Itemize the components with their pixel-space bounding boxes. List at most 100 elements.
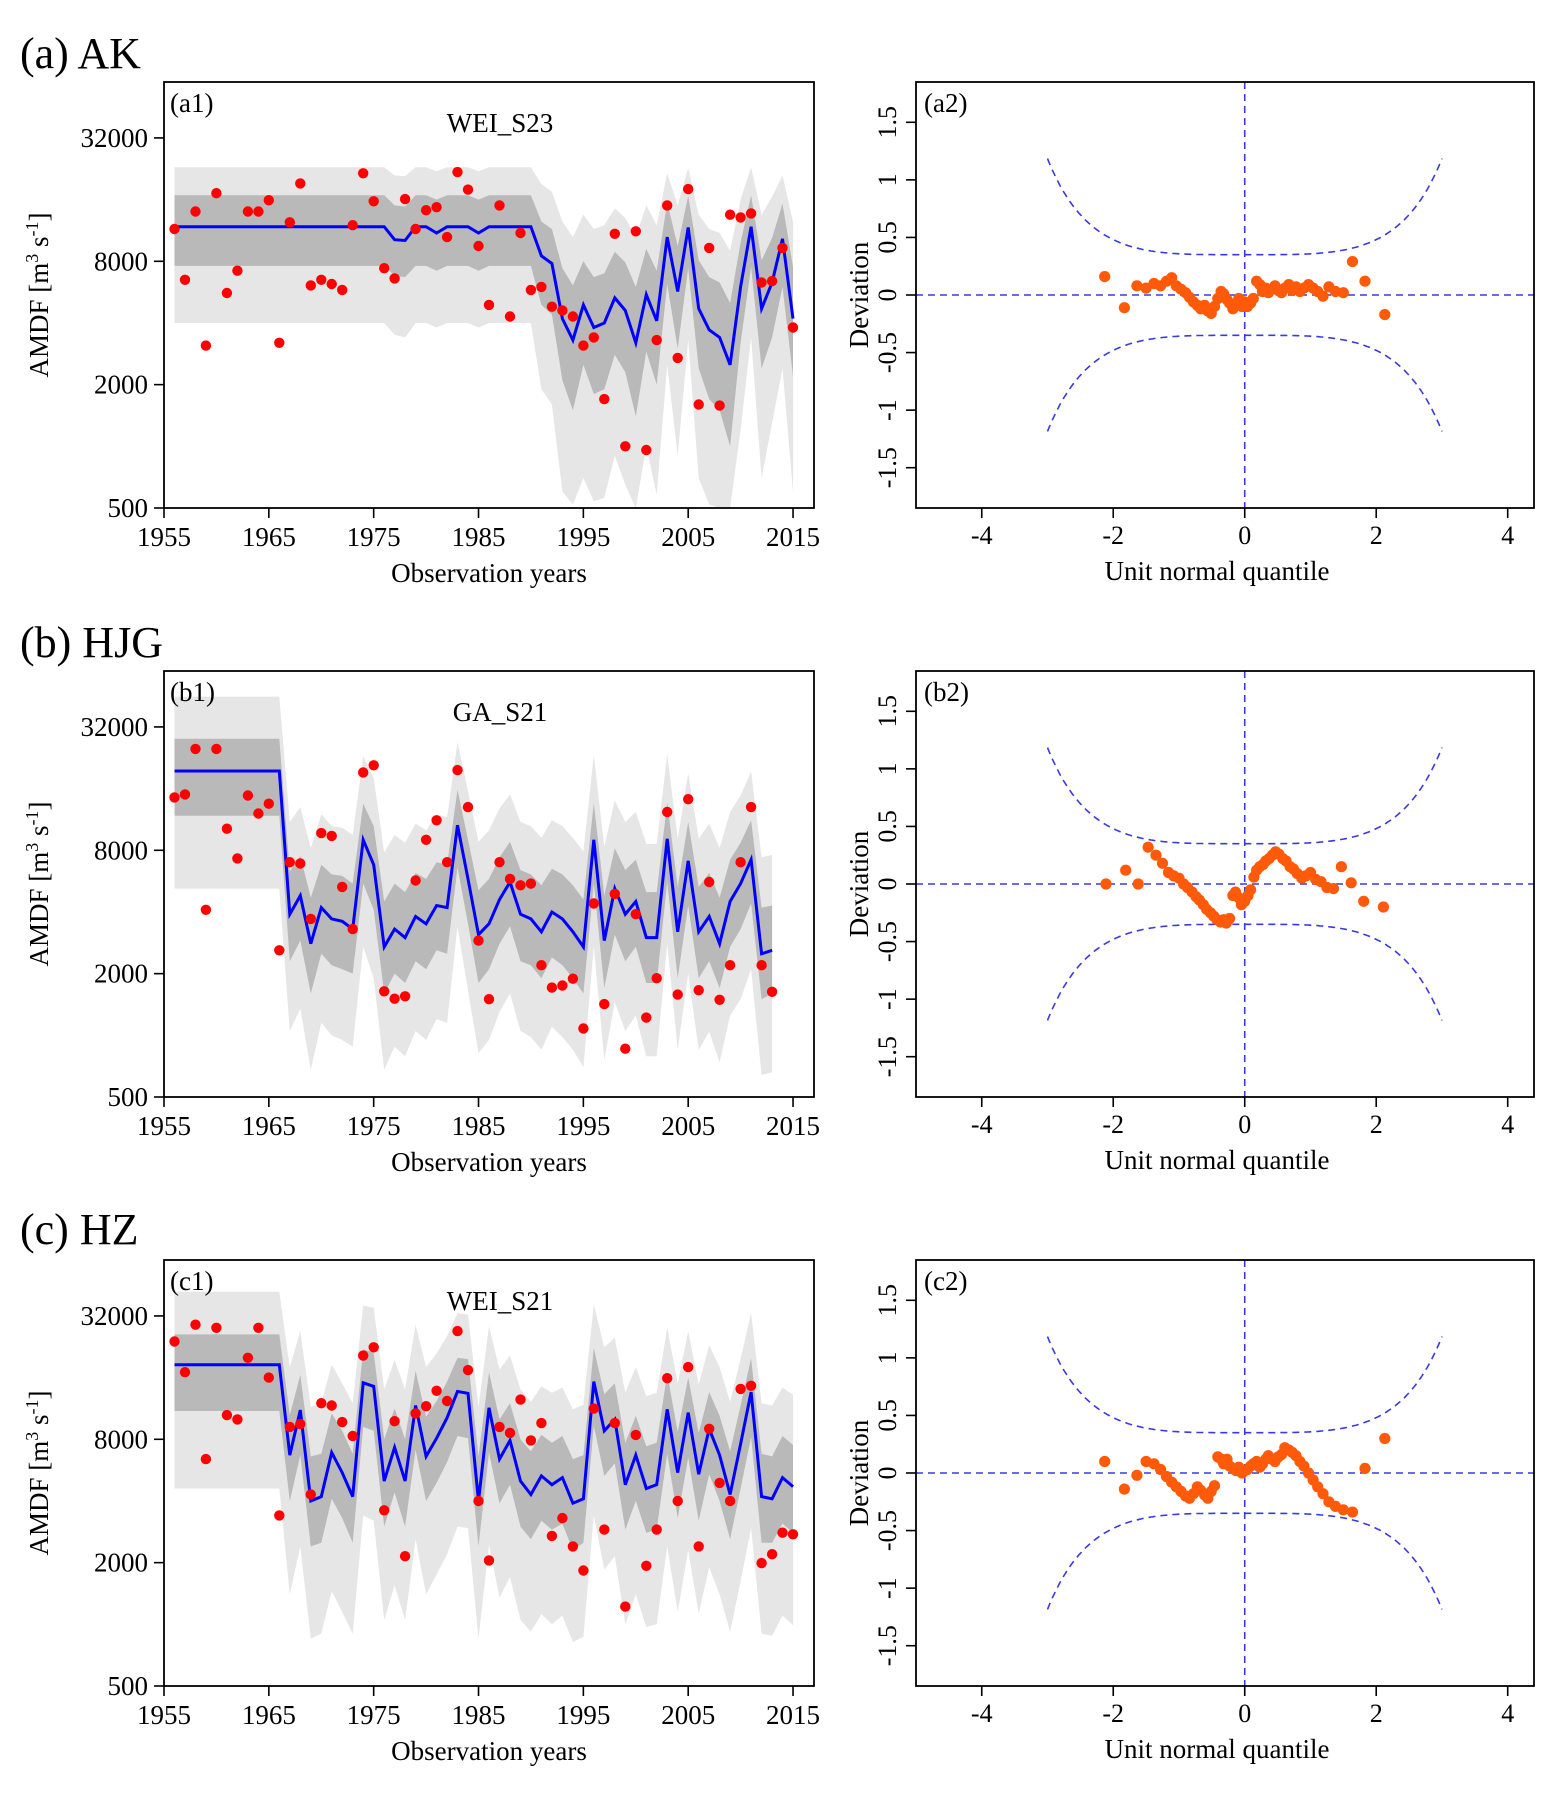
x-tick-label: 1985 xyxy=(452,1700,506,1730)
observed-point xyxy=(567,1541,579,1552)
y-tick-label: 0.5 xyxy=(873,221,902,254)
inner-uncertainty-band xyxy=(174,738,773,1000)
observed-point xyxy=(745,801,757,813)
x-tick-label: 4 xyxy=(1501,521,1514,550)
upper-confidence-envelope xyxy=(1046,158,1443,256)
x-tick-label: 2015 xyxy=(766,1700,820,1730)
residual-point xyxy=(1150,849,1162,861)
observed-point xyxy=(714,400,725,411)
x-tick-label: 1975 xyxy=(347,1111,401,1141)
observed-point xyxy=(546,301,558,312)
observed-point xyxy=(609,1417,620,1429)
observed-point xyxy=(368,760,379,771)
observed-point xyxy=(410,875,421,886)
observed-point xyxy=(557,1512,568,1524)
qq-plot-area xyxy=(916,1260,1534,1686)
y-tick-label: -0.5 xyxy=(873,1510,902,1551)
observed-point xyxy=(662,806,673,818)
y-tick-label: 8000 xyxy=(94,1424,148,1454)
y-tick-label: 0 xyxy=(873,1467,902,1480)
observed-point xyxy=(179,274,191,285)
observed-point xyxy=(567,973,579,984)
observed-point xyxy=(630,226,641,237)
observed-point xyxy=(452,764,463,776)
observed-point xyxy=(735,857,746,868)
observed-point xyxy=(462,801,474,813)
observed-point xyxy=(588,332,599,343)
y-tick-label: -0.5 xyxy=(873,332,902,373)
x-tick-label: -4 xyxy=(971,1699,993,1728)
residual-point xyxy=(1379,1432,1391,1445)
observed-point xyxy=(358,767,369,778)
ts-x-axis-label: Observation years xyxy=(391,558,587,588)
observed-point xyxy=(609,228,620,239)
y-tick-label: 32000 xyxy=(81,1301,149,1331)
observed-point xyxy=(693,399,704,410)
y-tick-label: 0.5 xyxy=(873,1399,902,1432)
y-tick-label: 32000 xyxy=(81,712,149,742)
observed-point xyxy=(515,880,526,891)
residual-point xyxy=(1132,878,1144,890)
observed-point xyxy=(641,1012,652,1023)
observed-point xyxy=(483,1555,495,1566)
observed-point xyxy=(494,857,505,868)
observed-point xyxy=(431,202,442,213)
y-tick-label: 1 xyxy=(873,762,902,775)
observed-point xyxy=(399,193,411,205)
observed-point xyxy=(745,1380,757,1391)
observed-point xyxy=(347,923,358,935)
observed-point xyxy=(368,196,379,207)
y-tick-label: 2000 xyxy=(94,370,148,400)
observed-point xyxy=(399,991,411,1002)
ts-model-label: WEI_S21 xyxy=(447,1286,553,1316)
observed-point xyxy=(410,223,421,235)
observed-point xyxy=(441,857,453,868)
fitted-series-line xyxy=(174,225,795,366)
observed-point xyxy=(473,1495,484,1507)
observed-point xyxy=(714,1477,725,1489)
observed-point xyxy=(630,1429,641,1441)
observed-point xyxy=(693,1541,704,1552)
residual-point xyxy=(1317,290,1329,302)
observed-point xyxy=(704,876,715,888)
residual-point xyxy=(1100,878,1112,890)
y-tick-label: 500 xyxy=(108,1082,149,1112)
observed-point xyxy=(368,1342,379,1353)
ts-frame xyxy=(163,1259,815,1687)
residual-point xyxy=(1099,271,1111,283)
x-tick-label: 1995 xyxy=(556,522,610,552)
residual-point xyxy=(1317,1488,1329,1500)
x-tick-label: 1985 xyxy=(452,522,506,552)
observed-point xyxy=(242,1352,254,1363)
qq-x-axis-label: Unit normal quantile xyxy=(1105,1145,1330,1175)
observed-point xyxy=(263,1372,274,1383)
observed-point xyxy=(672,989,683,1000)
observed-point xyxy=(389,1416,400,1427)
x-tick-label: 0 xyxy=(1238,1699,1251,1728)
observed-point xyxy=(504,311,516,322)
observed-point xyxy=(274,1510,285,1521)
observed-point xyxy=(420,205,432,216)
qq-y-axis-label: Deviation xyxy=(844,241,874,348)
y-tick-label: 2000 xyxy=(94,1548,148,1578)
observed-point xyxy=(525,878,537,889)
x-tick-label: -2 xyxy=(1102,521,1124,550)
observed-point xyxy=(316,274,327,285)
observed-point xyxy=(326,278,337,290)
observed-point xyxy=(253,1322,264,1333)
x-tick-label: 2005 xyxy=(661,522,715,552)
observed-point xyxy=(588,898,599,909)
y-tick-label: -1.5 xyxy=(873,1625,902,1666)
inner-uncertainty-band xyxy=(174,195,793,447)
observed-point xyxy=(651,334,662,346)
x-tick-label: 4 xyxy=(1501,1110,1514,1139)
observed-point xyxy=(672,1495,683,1507)
observed-point xyxy=(337,284,348,296)
y-tick-label: 8000 xyxy=(94,835,148,865)
observed-point xyxy=(326,1400,337,1411)
observed-point xyxy=(232,853,243,864)
observed-point xyxy=(242,790,254,801)
residual-point xyxy=(1337,287,1349,299)
observed-point xyxy=(693,985,704,996)
observed-point xyxy=(651,1524,662,1535)
